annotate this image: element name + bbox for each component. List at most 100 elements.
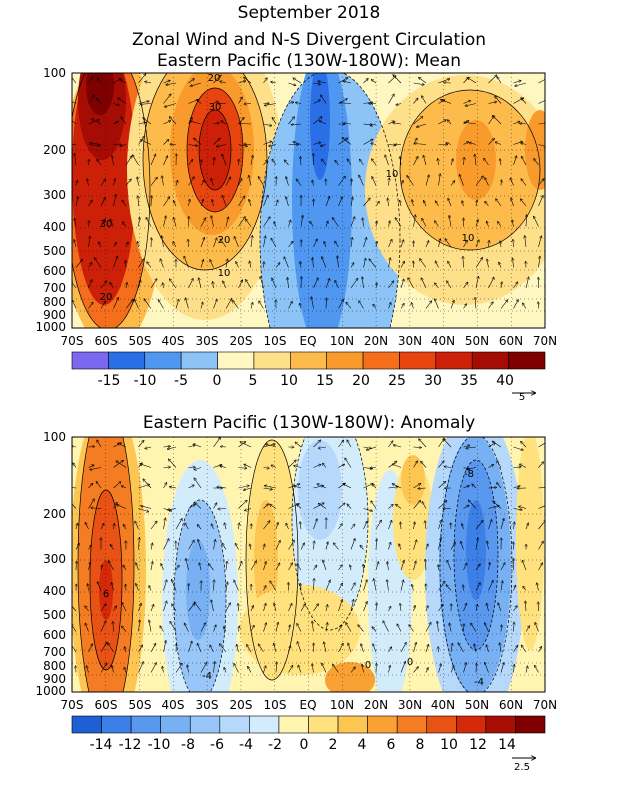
wind-vector — [110, 283, 114, 289]
wind-vector — [150, 644, 156, 653]
wind-vector — [238, 97, 243, 104]
anomaly-colorbar-label: -8 — [181, 737, 195, 753]
wind-vector — [538, 123, 545, 124]
wind-vector — [392, 464, 402, 468]
wind-vector — [117, 505, 127, 509]
wind-vector — [75, 259, 83, 268]
mean-chart-subtitle: Eastern Pacific (130W-180W): Mean — [157, 51, 461, 71]
anomaly-colorbar-label: 10 — [440, 737, 458, 753]
wind-vector — [448, 199, 452, 207]
wind-vector — [250, 625, 254, 632]
anomaly-colorbar-labels: -14 -12 -10 -8 -6 -4 -2 0 2 4 6 8 10 12 … — [90, 737, 516, 753]
mean-grid — [72, 73, 545, 328]
wind-vector — [224, 668, 226, 673]
wind-vector — [447, 120, 452, 125]
wind-vector — [475, 521, 483, 530]
colorbar-swatch — [253, 351, 291, 370]
anomaly-contour-label: 0 — [407, 657, 413, 668]
wind-vector — [435, 221, 439, 227]
wind-vector — [288, 665, 293, 673]
wind-vector — [113, 460, 124, 468]
wind-vector — [194, 602, 202, 612]
mean-y-tick: 500 — [43, 244, 66, 258]
wind-vector — [296, 103, 302, 104]
wind-vector — [286, 197, 289, 207]
wind-vector — [325, 542, 328, 550]
wind-vector — [388, 258, 391, 268]
wind-vector — [251, 236, 252, 248]
mean-x-tick: 70N — [533, 334, 557, 348]
wind-vector — [236, 262, 239, 268]
wind-vector — [297, 564, 302, 571]
wind-vector — [97, 78, 102, 84]
wind-vector — [523, 303, 527, 309]
wind-vector — [521, 143, 527, 145]
wind-vector — [417, 123, 427, 127]
wind-vector — [463, 257, 464, 268]
mean-y-tick: 100 — [43, 66, 66, 80]
wind-vector — [419, 77, 427, 84]
mean-y-tick: 800 — [43, 295, 66, 309]
wind-vector — [438, 159, 439, 166]
wind-vector — [150, 521, 157, 530]
wind-vector — [271, 82, 277, 83]
wind-vector — [234, 237, 239, 248]
wind-vector — [113, 502, 118, 509]
wind-vector — [326, 623, 328, 632]
wind-vector — [419, 439, 427, 448]
wind-vector — [169, 117, 177, 125]
wind-vector — [422, 502, 427, 509]
wind-vector — [475, 176, 483, 186]
wind-vector — [363, 508, 373, 512]
anomaly-x-tick: 60N — [499, 698, 523, 712]
wind-vector — [347, 159, 352, 166]
wind-vector — [150, 177, 157, 186]
wind-vector — [214, 662, 215, 673]
wind-vector — [125, 261, 126, 268]
wind-vector — [388, 240, 392, 248]
wind-vector — [113, 482, 121, 489]
wind-vector — [151, 543, 152, 550]
wind-vector — [138, 508, 149, 512]
wind-vector — [286, 177, 289, 186]
wind-vector — [385, 155, 389, 166]
wind-vector — [513, 509, 522, 510]
wind-vector — [186, 559, 189, 571]
wind-vector — [466, 447, 477, 448]
wind-vector — [272, 278, 277, 289]
wind-vector — [265, 103, 277, 106]
wind-vector — [463, 282, 468, 289]
wind-vector — [521, 179, 527, 186]
mean-y-tick: 400 — [43, 220, 66, 234]
wind-vector — [263, 141, 272, 145]
wind-vector — [245, 508, 252, 511]
wind-vector — [513, 81, 521, 84]
wind-vector — [464, 157, 465, 166]
wind-vector — [312, 258, 313, 268]
wind-vector — [350, 583, 355, 591]
wind-vector — [113, 243, 117, 248]
wind-vector — [73, 463, 77, 468]
wind-vector — [400, 279, 404, 289]
wind-vector — [147, 262, 152, 268]
wind-vector — [497, 483, 502, 489]
wind-vector — [324, 642, 327, 653]
wind-vector — [348, 643, 352, 653]
wind-vector — [291, 124, 302, 125]
wind-vector — [488, 139, 495, 145]
wind-vector — [136, 584, 139, 591]
wind-vector — [198, 539, 202, 550]
wind-vector — [375, 562, 378, 571]
wind-vector — [418, 488, 427, 489]
wind-vector — [72, 77, 77, 84]
wind-vector — [193, 444, 202, 448]
wind-vector — [538, 462, 544, 468]
wind-vector — [173, 242, 177, 248]
wind-vector — [138, 122, 146, 124]
wind-vector — [413, 540, 417, 550]
wind-vector — [495, 96, 502, 104]
wind-vector — [375, 520, 381, 530]
wind-vector — [520, 123, 527, 124]
wind-vector — [223, 281, 227, 289]
wind-vector — [284, 257, 289, 268]
